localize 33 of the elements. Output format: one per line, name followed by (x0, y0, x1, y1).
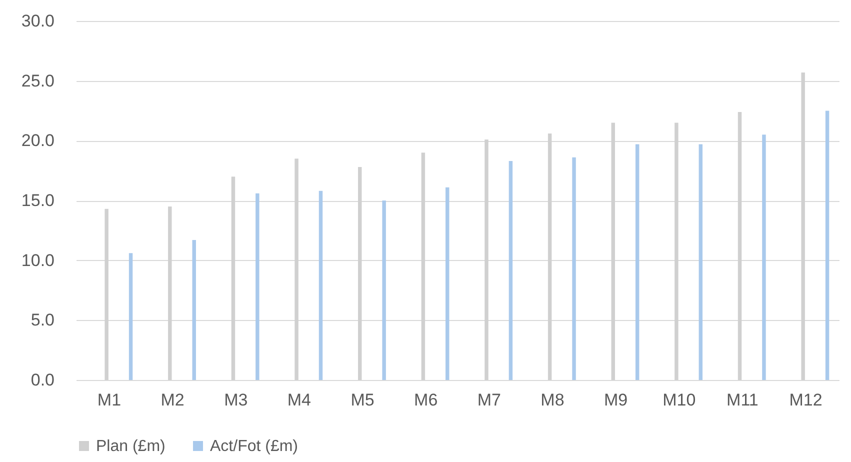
x-tick-label: M12 (789, 390, 822, 410)
y-tick-label: 25.0 (21, 71, 54, 90)
y-tick-label: 5.0 (30, 310, 54, 330)
x-tick-label: M10 (662, 390, 696, 410)
x-tick-label: M5 (350, 390, 374, 410)
x-tick-label: M3 (224, 390, 248, 410)
y-tick-label: 20.0 (21, 131, 54, 150)
bar (825, 110, 830, 380)
bar (382, 200, 386, 380)
legend-label: Plan (£m) (96, 438, 166, 455)
y-tick-label: 30.0 (21, 12, 54, 30)
x-tick-label: M8 (540, 390, 564, 410)
y-tick-label: 10.0 (21, 250, 54, 270)
legend-label: Act/Fot (£m) (210, 438, 298, 455)
bar (446, 187, 450, 380)
bar (698, 144, 703, 380)
bar (635, 144, 640, 380)
x-tick-label: M9 (604, 390, 628, 410)
bar (192, 240, 196, 380)
bar (572, 157, 576, 380)
bar (508, 161, 513, 380)
x-tick-label: M4 (287, 390, 312, 410)
bar (318, 190, 323, 380)
y-tick-label: 15.0 (21, 191, 54, 210)
x-tick-label: M1 (97, 390, 122, 410)
x-tick-label: M6 (414, 390, 438, 410)
y-tick-label: 0.0 (30, 370, 54, 390)
x-tick-label: M11 (726, 390, 758, 410)
bar (256, 193, 260, 380)
bar (128, 253, 133, 380)
x-tick-label: M7 (477, 390, 501, 410)
bar (762, 134, 766, 380)
x-tick-label: M2 (160, 390, 184, 410)
